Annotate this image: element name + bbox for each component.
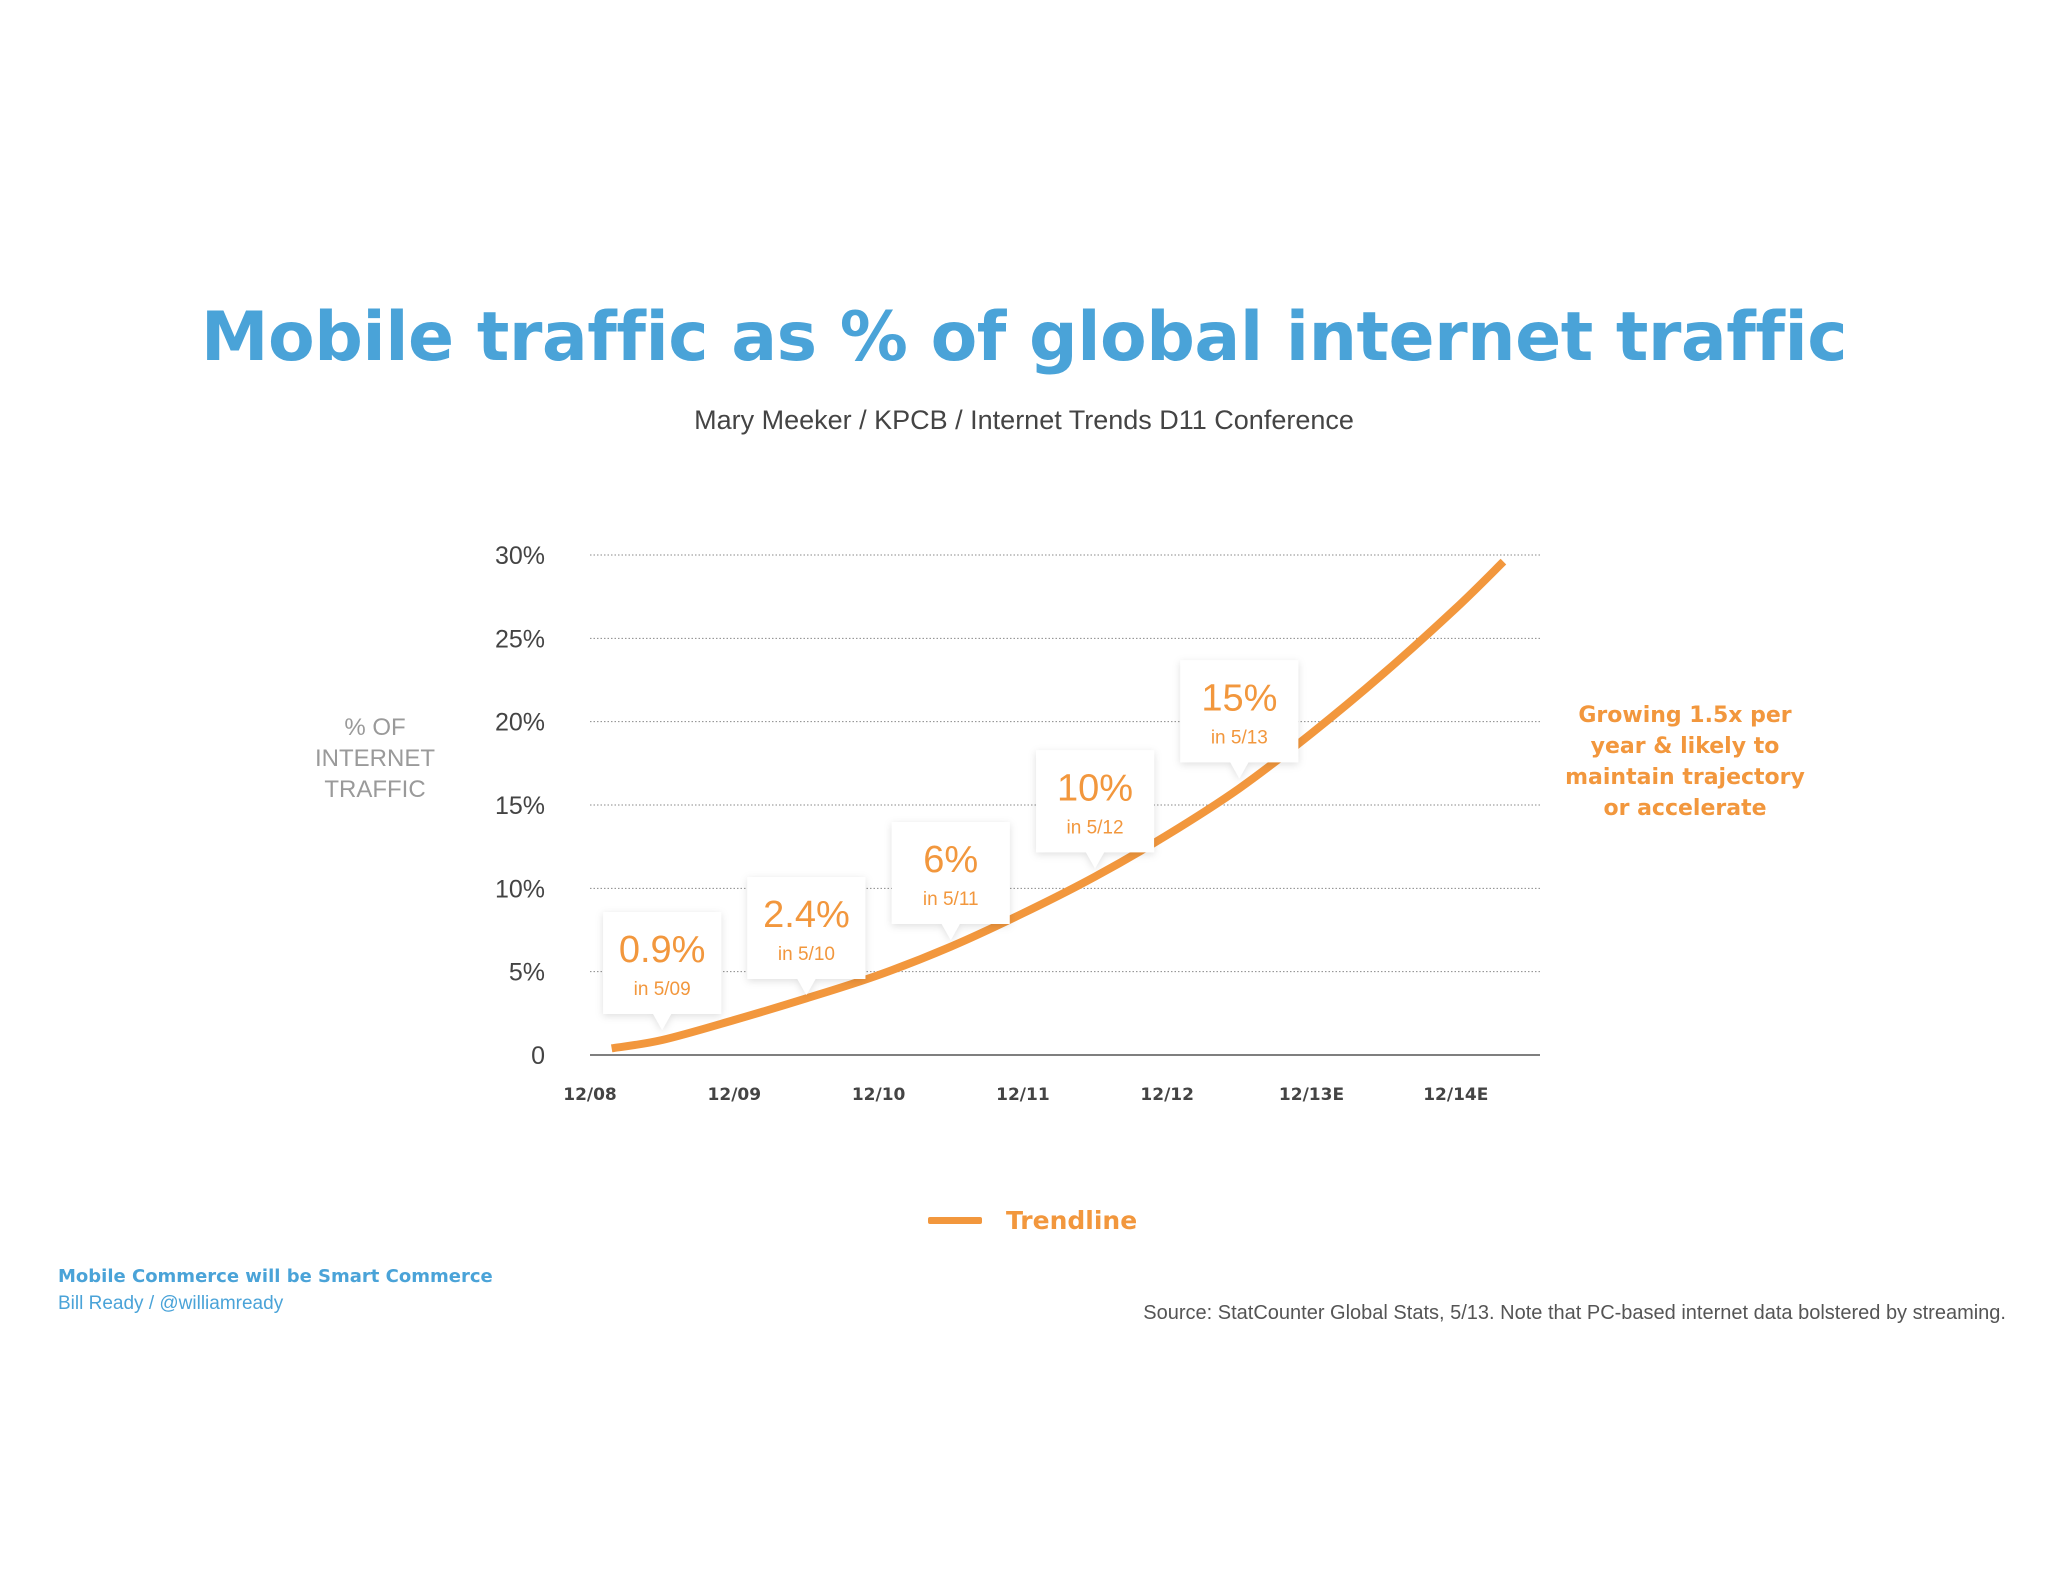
callout-value: 15% (1201, 677, 1277, 719)
callout-box (603, 912, 722, 1030)
data-callout (1036, 750, 1155, 869)
callout-date: in 5/13 (1211, 727, 1268, 748)
series-line-trendline (610, 558, 1507, 1053)
data-callout (1180, 660, 1299, 779)
callout-value: 0.9% (619, 929, 706, 971)
callout-date: in 5/11 (923, 889, 979, 910)
footer-author: Bill Ready / @williamready (58, 1293, 284, 1314)
x-tick-label: 12/08 (563, 1085, 617, 1105)
data-callout (891, 822, 1010, 940)
callout-value: 2.4% (763, 894, 850, 936)
y-tick-label: 15% (495, 792, 545, 820)
callout-box (891, 822, 1010, 940)
x-tick-label: 12/10 (852, 1085, 906, 1105)
y-axis-label: % OF INTERNET TRAFFIC (315, 714, 435, 803)
callout-value: 6% (923, 839, 978, 881)
y-tick-label: 30% (495, 542, 545, 570)
callout-date: in 5/10 (778, 944, 835, 965)
x-tick-label: 12/11 (996, 1085, 1050, 1105)
chart-legend: Trendline (928, 1200, 1137, 1240)
y-tick-label: 10% (495, 875, 545, 903)
callout-box (1180, 660, 1299, 779)
growth-annotation: Growing 1.5x per year & likely to mainta… (1565, 703, 1805, 821)
chart-title: Mobile traffic as % of global internet t… (200, 298, 1848, 377)
y-tick-label: 0 (531, 1042, 545, 1070)
callout-box (747, 877, 866, 995)
x-tick-label: 12/14E (1423, 1085, 1488, 1105)
y-tick-label: 25% (495, 625, 545, 653)
data-callout (603, 912, 722, 1030)
legend-label-trendline: Trendline (1006, 1205, 1138, 1235)
footer-presentation-title: Mobile Commerce will be Smart Commerce (58, 1266, 493, 1287)
x-tick-label: 12/12 (1140, 1085, 1194, 1105)
legend-swatch-trendline (928, 1216, 982, 1224)
callout-box (1036, 750, 1155, 869)
data-callout (747, 877, 866, 995)
callout-value: 10% (1057, 767, 1133, 809)
y-tick-label: 20% (495, 709, 545, 737)
y-tick-label: 5% (509, 959, 545, 987)
source-note: Source: StatCounter Global Stats, 5/13. … (1143, 1302, 2006, 1324)
callout-date: in 5/12 (1067, 817, 1124, 838)
x-tick-label: 12/09 (708, 1085, 762, 1105)
chart-subtitle: Mary Meeker / KPCB / Internet Trends D11… (694, 405, 1354, 435)
callout-date: in 5/09 (634, 979, 691, 1000)
x-tick-label: 12/13E (1279, 1085, 1344, 1105)
